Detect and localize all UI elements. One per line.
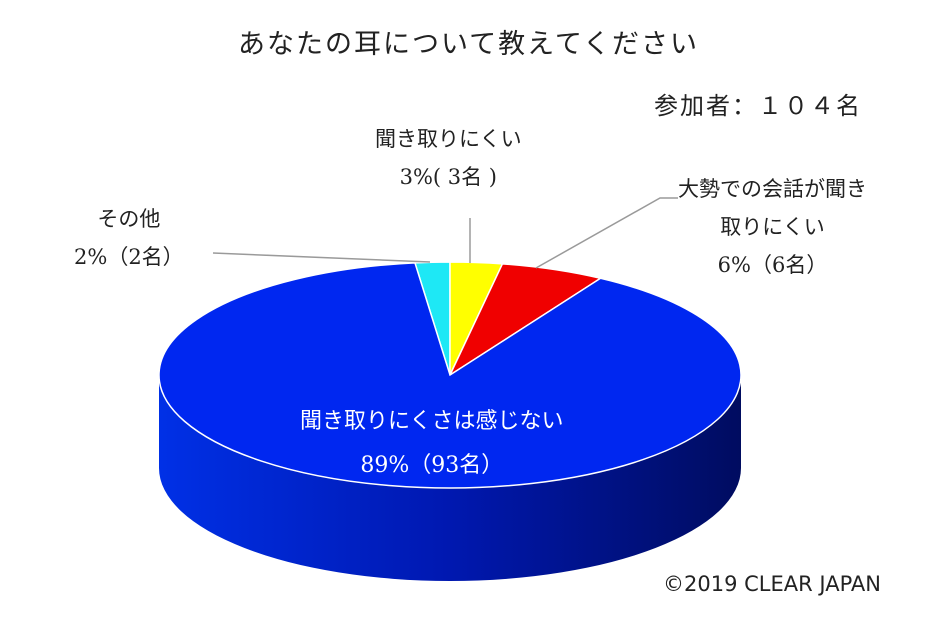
chart-title: あなたの耳について教えてください xyxy=(237,29,700,60)
label-group-conversation-value: 6%（6名） xyxy=(717,253,828,277)
label-no-difficulty-value: 89%（93名） xyxy=(360,453,504,478)
leader-line-group-conversation xyxy=(535,197,678,269)
label-other-name: その他 xyxy=(97,207,161,231)
slice-no-difficulty xyxy=(158,262,742,489)
label-group-conversation-line2: 取りにくい xyxy=(720,215,825,239)
label-hard-to-hear-value: 3%( 3名 ) xyxy=(399,165,497,189)
label-other: その他 2%（2名） xyxy=(74,200,184,276)
copyright-text: ©2019 CLEAR JAPAN xyxy=(663,572,881,596)
label-other-value: 2%（2名） xyxy=(74,245,184,269)
pie-side-wall xyxy=(159,375,741,581)
leader-line-other xyxy=(212,252,431,263)
label-group-conversation: 大勢での会話が聞き 取りにくい 6%（6名） xyxy=(678,170,867,284)
label-no-difficulty: 聞き取りにくさは感じない 89%（93名） xyxy=(300,400,564,488)
label-group-conversation-line1: 大勢での会話が聞き xyxy=(678,177,867,201)
label-hard-to-hear-name: 聞き取りにくい xyxy=(375,127,522,151)
label-no-difficulty-name: 聞き取りにくさは感じない xyxy=(300,409,564,434)
label-hard-to-hear: 聞き取りにくい 3%( 3名 ) xyxy=(375,120,522,196)
participant-count: 参加者：１０４名 xyxy=(654,92,862,120)
